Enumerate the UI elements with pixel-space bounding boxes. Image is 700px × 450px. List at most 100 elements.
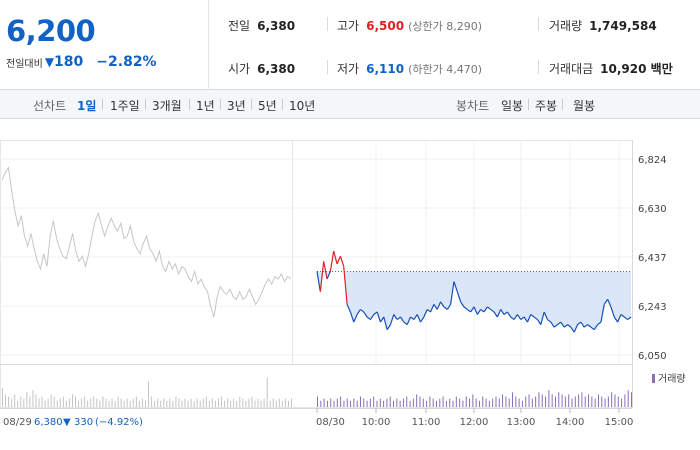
volume-bar [154, 400, 156, 407]
divider [251, 99, 252, 110]
stat-label: 저가 [337, 62, 360, 76]
volume-bar [199, 400, 201, 407]
today-line-segment [396, 316, 401, 321]
stat-value: 6,380 [257, 62, 296, 76]
volume-bar [353, 398, 355, 407]
today-line-segment [623, 316, 629, 321]
volume-bar [482, 396, 484, 407]
prev-day-date: 08/29 [3, 417, 32, 428]
tab-3-months[interactable]: 3개월 [152, 99, 182, 113]
volume-bar [581, 392, 583, 407]
volume-bar [359, 396, 361, 407]
volume-bar [193, 400, 195, 407]
tab-1-day[interactable]: 1일 [77, 99, 97, 113]
today-line-segment [353, 314, 358, 323]
today-line-segment [516, 314, 522, 320]
today-line-segment [413, 314, 418, 320]
volume-bar [621, 398, 623, 407]
today-line-segment [376, 311, 382, 323]
today-line-segment [550, 321, 555, 328]
volume-bar [163, 398, 165, 407]
volume-bar [99, 400, 101, 407]
volume-bar [230, 400, 232, 407]
volume-bar [41, 396, 43, 407]
volume-bar [432, 398, 434, 407]
y-tick-label: 6,437 [638, 253, 667, 264]
x-tick-label: 11:00 [412, 417, 441, 428]
volume-bar [284, 398, 286, 407]
volume-bar [87, 400, 89, 407]
today-line-segment [520, 316, 525, 321]
divider [102, 99, 103, 110]
divider [538, 17, 539, 31]
volume-bar [462, 400, 464, 407]
today-line-segment [573, 324, 579, 333]
volume-bar [217, 398, 219, 407]
volume-bar [269, 400, 271, 407]
today-line-segment [456, 291, 462, 303]
today-line-segment [526, 314, 532, 323]
x-tick-label: 12:00 [460, 417, 489, 428]
today-line-segment [547, 319, 552, 323]
volume-bar [17, 400, 19, 407]
volume-bar [44, 400, 46, 407]
quote-panel: 6,200 전일대비 ▼ 180 −2.82% 전일 6,380 고가 6,500(… [0, 0, 700, 90]
today-line-segment [500, 309, 505, 315]
today-line-segment [400, 316, 405, 323]
divider [327, 17, 328, 31]
volume-bar [393, 400, 395, 407]
tab-daily-candle[interactable]: 일봉 [501, 99, 524, 113]
volume-bar [169, 398, 171, 407]
tab-1-week[interactable]: 1주일 [110, 99, 140, 113]
tab-5-years[interactable]: 5년 [258, 99, 277, 113]
today-line-segment [326, 271, 331, 280]
volume-bar [202, 398, 204, 407]
volume-bar [184, 398, 186, 407]
y-tick-label: 6,050 [638, 351, 667, 362]
x-tick-labels: 10:00 11:00 12:00 13:00 14:00 15:00 [316, 408, 633, 428]
prev-day-close: 6,380 [34, 417, 63, 428]
volume-bar [56, 400, 58, 407]
volume-bar [32, 390, 34, 407]
current-price: 6,200 [6, 14, 96, 48]
volume-bar [248, 398, 250, 407]
today-line-segment [433, 304, 438, 310]
volume-bar [59, 398, 61, 407]
volume-bar [227, 398, 229, 407]
divider [562, 99, 563, 110]
volume-bar [266, 377, 268, 407]
volume-bar [538, 392, 540, 407]
today-line-segment [466, 308, 472, 313]
volume-bar [485, 398, 487, 407]
volume-bar [584, 396, 586, 407]
volume-bar [251, 396, 253, 407]
series [1, 166, 632, 333]
volume-bar [588, 394, 590, 407]
volume-bar [178, 398, 180, 407]
volume-bar [317, 396, 318, 407]
volume-bar [502, 394, 504, 407]
volume-bar [144, 400, 146, 407]
stat-value: 6,380 [257, 19, 296, 33]
tab-monthly-candle[interactable]: 월봉 [573, 99, 596, 113]
volume-bar [624, 394, 626, 407]
volume-bar [75, 396, 77, 407]
volume-bar [26, 392, 28, 407]
today-line-segment [530, 314, 535, 318]
volume-bar [478, 400, 480, 407]
today-line-segment [366, 316, 371, 321]
volume-bar [541, 394, 543, 407]
tab-3-years[interactable]: 3년 [227, 99, 246, 113]
volume-legend: 거래량 [658, 373, 686, 385]
stat-label: 고가 [337, 19, 360, 33]
today-line-segment [536, 319, 542, 325]
today-line-segment [369, 314, 375, 320]
tab-10-years[interactable]: 10년 [289, 99, 316, 113]
today-line-segment [329, 251, 335, 272]
volume-bar [472, 394, 474, 407]
volume-bar [281, 400, 283, 407]
stat-value: 6,110 [366, 62, 405, 76]
tab-1-year[interactable]: 1년 [196, 99, 215, 113]
volume-bar [8, 396, 10, 407]
tab-weekly-candle[interactable]: 주봉 [535, 99, 558, 113]
